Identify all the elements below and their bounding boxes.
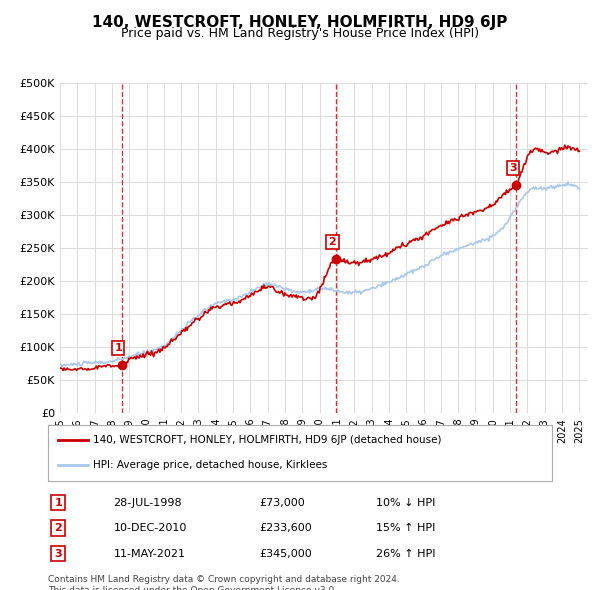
Text: Contains HM Land Registry data © Crown copyright and database right 2024.
This d: Contains HM Land Registry data © Crown c… xyxy=(48,575,400,590)
Text: 140, WESTCROFT, HONLEY, HOLMFIRTH, HD9 6JP (detached house): 140, WESTCROFT, HONLEY, HOLMFIRTH, HD9 6… xyxy=(94,435,442,445)
Text: 2: 2 xyxy=(329,237,337,247)
Text: £233,600: £233,600 xyxy=(260,523,313,533)
Text: 15% ↑ HPI: 15% ↑ HPI xyxy=(376,523,435,533)
Text: Price paid vs. HM Land Registry's House Price Index (HPI): Price paid vs. HM Land Registry's House … xyxy=(121,27,479,40)
Text: £73,000: £73,000 xyxy=(260,498,305,507)
Text: 10-DEC-2010: 10-DEC-2010 xyxy=(113,523,187,533)
Text: 26% ↑ HPI: 26% ↑ HPI xyxy=(376,549,435,559)
Text: 28-JUL-1998: 28-JUL-1998 xyxy=(113,498,182,507)
Text: 140, WESTCROFT, HONLEY, HOLMFIRTH, HD9 6JP: 140, WESTCROFT, HONLEY, HOLMFIRTH, HD9 6… xyxy=(92,15,508,30)
Text: 11-MAY-2021: 11-MAY-2021 xyxy=(113,549,185,559)
Text: £345,000: £345,000 xyxy=(260,549,313,559)
Text: 1: 1 xyxy=(115,343,122,353)
Text: 2: 2 xyxy=(54,523,62,533)
Text: 1: 1 xyxy=(54,498,62,507)
Text: 10% ↓ HPI: 10% ↓ HPI xyxy=(376,498,435,507)
Text: HPI: Average price, detached house, Kirklees: HPI: Average price, detached house, Kirk… xyxy=(94,460,328,470)
Text: 3: 3 xyxy=(54,549,62,559)
Text: 3: 3 xyxy=(509,163,517,173)
